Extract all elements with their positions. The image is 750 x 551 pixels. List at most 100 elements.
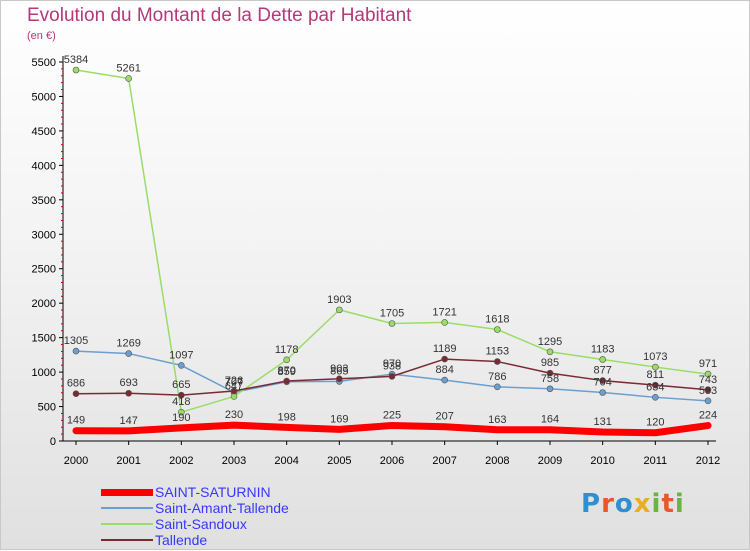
data-point	[178, 391, 185, 399]
series-line	[72, 421, 712, 437]
data-label: 693	[119, 377, 137, 389]
legend-label: Saint-Sandoux	[155, 516, 247, 532]
data-point	[599, 377, 606, 384]
data-point	[230, 387, 238, 395]
x-tick-label: 2001	[116, 455, 140, 467]
legend: SAINT-SATURNIN Saint-Amant-Tallende Saint-…	[101, 484, 361, 549]
legend-item: Saint-Amant-Tallende	[101, 500, 361, 517]
proxiti-logo: Proxiti	[581, 489, 685, 519]
data-label: 169	[330, 413, 348, 425]
data-point	[704, 370, 712, 378]
data-label: 1178	[275, 344, 299, 356]
data-label: 1183	[591, 343, 615, 355]
data-label: 1305	[64, 335, 88, 347]
x-tick-label: 2008	[485, 455, 509, 467]
data-label: 207	[435, 411, 453, 423]
x-tick-label: 2002	[169, 455, 193, 467]
data-point	[704, 397, 712, 405]
data-label: 163	[488, 414, 506, 426]
x-tick-label: 2007	[432, 455, 456, 467]
data-point	[441, 355, 448, 363]
data-point	[72, 390, 80, 398]
x-tick-label: 2004	[274, 455, 298, 467]
legend-swatch	[101, 523, 153, 525]
data-label: 859	[277, 366, 295, 378]
unit-label: (en €)	[27, 30, 56, 42]
data-point	[283, 356, 290, 364]
legend-swatch	[101, 539, 153, 541]
data-label: 1073	[643, 351, 667, 363]
data-label: 665	[172, 379, 190, 391]
legend-item: SAINT-SATURNIN	[101, 484, 361, 501]
data-label: 877	[593, 365, 611, 377]
data-label: 1269	[116, 338, 140, 350]
chart-title: Evolution du Montant de la Dette par Hab…	[27, 5, 412, 26]
y-tick-label: 3000	[32, 229, 56, 241]
logo-letter: o	[614, 489, 634, 519]
y-tick-label: 2500	[32, 264, 56, 276]
y-tick-label: 4500	[32, 126, 56, 138]
data-label: 647	[225, 380, 243, 392]
legend-item: Saint-Sandoux	[101, 516, 361, 533]
data-point	[546, 348, 554, 356]
legend-label: Tallende	[155, 532, 208, 548]
data-label: 5384	[64, 54, 88, 66]
data-point	[704, 386, 712, 394]
data-point	[441, 319, 448, 326]
data-point	[652, 394, 659, 401]
data-point	[125, 75, 132, 82]
data-label: 938	[383, 360, 401, 372]
legend-label: SAINT-SATURNIN	[155, 484, 271, 500]
y-tick-label: 0	[50, 436, 56, 448]
data-point	[599, 389, 606, 396]
data-label: 686	[67, 378, 85, 390]
data-point	[546, 369, 554, 377]
y-tick-label: 5500	[32, 57, 56, 69]
data-point	[388, 320, 396, 327]
data-label: 147	[119, 415, 137, 427]
y-tick-label: 1500	[32, 333, 56, 345]
data-label: 5261	[116, 62, 140, 74]
data-point	[494, 383, 501, 391]
data-label: 786	[488, 371, 506, 383]
data-label: 971	[699, 358, 717, 370]
data-point	[599, 356, 606, 363]
data-point	[494, 358, 501, 365]
data-label: 870	[277, 365, 295, 377]
data-point	[178, 362, 185, 369]
data-label: 985	[541, 357, 559, 369]
x-tick-label: 2000	[64, 455, 88, 467]
data-point	[388, 373, 396, 380]
data-label: 1903	[327, 294, 351, 306]
logo-letter: i	[651, 489, 662, 519]
data-label: 1153	[486, 346, 510, 358]
data-label: 131	[593, 416, 611, 428]
data-label: 903	[330, 363, 348, 375]
x-tick-label: 2003	[222, 455, 246, 467]
data-label: 811	[647, 369, 665, 381]
data-label: 190	[172, 412, 190, 424]
data-label: 224	[699, 410, 717, 422]
data-point	[72, 347, 80, 355]
data-point	[652, 363, 659, 371]
legend-swatch	[101, 488, 153, 496]
data-label: 743	[699, 374, 717, 386]
y-tick-label: 5000	[32, 91, 56, 103]
data-label: 1705	[380, 308, 404, 320]
data-label: 865	[330, 365, 348, 377]
logo-letter: P	[581, 489, 602, 519]
x-tick-label: 2006	[380, 455, 404, 467]
data-label: 884	[435, 364, 453, 376]
data-label: 726	[225, 375, 243, 387]
data-point	[72, 66, 80, 74]
y-tick-label: 1000	[32, 367, 56, 379]
data-label: 704	[593, 376, 611, 388]
x-tick-label: 2009	[538, 455, 562, 467]
y-tick-label: 2000	[32, 298, 56, 310]
data-label: 418	[172, 396, 190, 408]
x-tick-label: 2012	[696, 455, 720, 467]
data-label: 164	[541, 414, 559, 426]
y-tick-label: 4000	[32, 160, 56, 172]
